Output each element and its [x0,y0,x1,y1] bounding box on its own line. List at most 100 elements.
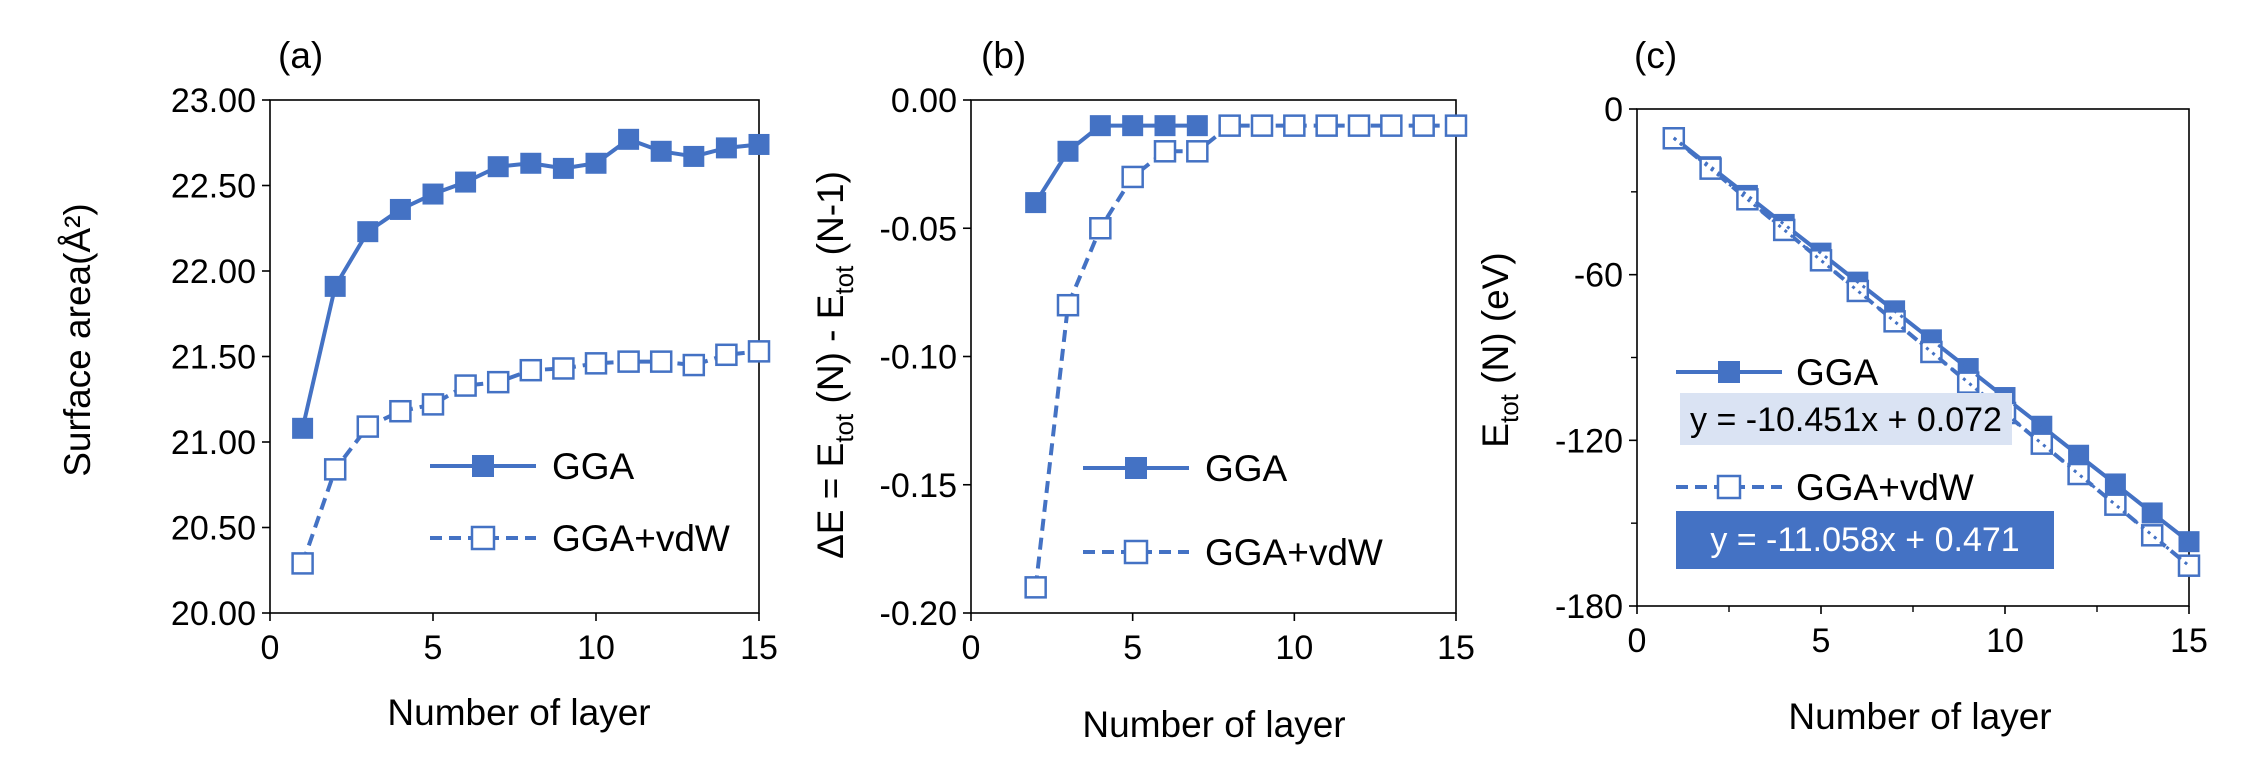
x-tick-label-a: 15 [740,629,778,667]
data-point-b-gga-vdw [1218,114,1241,137]
legend-c-gga-label: GGA [1796,352,1879,393]
data-point-c-gga-vdw [2177,554,2201,577]
legend-a-gga-label: GGA [552,446,635,487]
data-point-a-gga [389,198,411,220]
x-tick-label-c: 0 [1628,622,1647,660]
data-point-a-gga [455,171,477,193]
legend-a-gga-marker [472,455,494,477]
x-tick-label-c: 5 [1812,622,1831,660]
data-point-c-gga-vdw [1920,340,1943,364]
x-tick-label-a: 0 [261,629,280,667]
x-tick-label-a: 10 [577,629,615,667]
data-point-b-gga-vdw [1347,114,1371,137]
data-point-a-gga [552,157,574,179]
data-point-b-gga-vdw [1089,217,1112,240]
data-point-a-gga-vdw [584,352,608,375]
y-tick-label-b: -0.05 [880,210,958,248]
legend-b-vdw-marker [1123,539,1149,565]
data-point-c-gga [2178,531,2200,553]
data-point-a-gga-vdw [389,399,412,423]
data-point-b-gga [1154,115,1176,137]
data-point-a-gga-vdw [486,370,510,394]
y-tick-label-c: -120 [1555,422,1623,460]
trendline-gga [1672,136,2190,543]
y-tick-label-b: -0.20 [880,595,958,633]
data-point-a-gga [715,137,737,159]
panel-b-y-axis-label: ΔE = Etot (N) - Etot (N-1) [810,171,859,559]
data-point-a-gga [292,417,314,439]
panel-c: (c) Etot (N) (eV) Number of layer -180-1… [1475,35,2208,737]
data-point-b-gga [1025,192,1047,214]
y-tick-label-c: -180 [1555,588,1623,626]
y-tick-label-a: 21.50 [171,339,256,377]
data-point-b-gga-vdw [1153,140,1177,163]
legend-b-gga-marker [1125,457,1147,479]
data-point-a-gga [618,128,640,150]
y-tick-label-a: 23.00 [171,82,256,120]
x-tick-label-b: 0 [962,629,981,667]
y-tick-label-a: 22.50 [171,168,256,206]
data-point-b-gga-vdw [1444,114,1468,137]
data-point-c-gga-vdw [2104,493,2127,516]
panel-a: (a) Surface area(Å²) Number of layer 20.… [57,35,778,733]
data-point-a-gga [487,156,509,178]
y-tick-label-a: 21.00 [171,424,256,462]
y-tick-label-b: -0.10 [880,339,958,377]
panel-a-label: (a) [278,35,323,76]
data-point-a-gga-vdw [323,458,347,481]
panel-a-plot: 20.00 20.50 21.00 21.50 22.00 22.50 23.00 0 5 10 1… [171,82,778,667]
data-point-a-gga [422,183,444,205]
data-point-a-gga [650,140,672,162]
panel-a-legend: GGA GGA+vdW [430,446,730,559]
data-point-a-gga-vdw [617,350,640,373]
data-point-b-gga [1057,140,1079,162]
series-line-b-gga-vdw [1033,123,1456,588]
panel-c-plot: -180 -120 -60 0 0 5 10 15 [1555,91,2208,660]
legend-a-vdw-marker [470,525,496,551]
data-point-a-gga-vdw [291,552,314,575]
panel-b-plot: -0.20 -0.15 -0.10 -0.05 0.00 0 5 10 15 [880,82,1475,667]
trendline-eq-1-box [1680,393,2012,445]
series-line-a-gga [300,137,760,429]
y-tick-label-b: 0.00 [891,82,957,120]
data-point-b-gga [1186,115,1208,137]
x-tick-label-b: 15 [1437,629,1475,667]
panel-b: (b) ΔE = Etot (N) - Etot (N-1) Number of… [810,35,1475,745]
data-point-b-gga-vdw [1283,114,1306,137]
legend-b-gga-label: GGA [1205,448,1288,489]
panel-c-x-axis-label: Number of layer [1788,696,2051,737]
data-point-b-gga-vdw [1121,165,1144,189]
data-point-b-gga-vdw [1412,114,1435,137]
x-tick-label-c: 15 [2170,622,2208,660]
data-point-c-gga-vdw [1956,371,1980,394]
trendline-eq-2-box [1676,511,2054,569]
data-point-b-gga-vdw [1186,140,1209,163]
data-point-b-gga-vdw [1250,114,1274,137]
panel-b-legend: GGA GGA+vdW [1083,448,1383,573]
y-tick-label-a: 20.00 [171,595,256,633]
data-point-a-gga-vdw [552,357,575,380]
panel-a-y-axis-label: Surface area(Å²) [57,203,98,477]
data-point-a-gga [324,275,346,297]
data-point-a-gga-vdw [454,374,477,397]
panel-a-x-axis-label: Number of layer [387,692,650,733]
panel-b-x-axis-label: Number of layer [1082,704,1345,745]
data-point-a-gga-vdw [356,415,380,438]
trendline-eq-1: y = -10.451x + 0.072 [1690,401,2002,439]
data-point-b-gga [1122,115,1144,137]
data-point-a-gga-vdw [649,350,673,373]
data-point-a-gga [683,145,705,167]
panel-c-legend: GGA y = -10.451x + 0.072 GGA+vdW y = -11… [1676,352,2054,569]
y-tick-label-a: 22.00 [171,253,256,291]
y-tick-label-a: 20.50 [171,510,256,548]
data-point-b-gga-vdw [1024,576,1047,599]
x-tick-label-b: 5 [1123,629,1142,667]
x-tick-label-c: 10 [1986,622,2024,660]
data-point-c-gga-vdw [2030,432,2054,455]
data-point-a-gga [585,152,607,174]
data-point-a-gga [520,152,542,174]
data-point-a-gga-vdw [715,343,738,367]
panel-b-label: (b) [981,35,1026,76]
legend-b-vdw-label: GGA+vdW [1205,532,1383,573]
